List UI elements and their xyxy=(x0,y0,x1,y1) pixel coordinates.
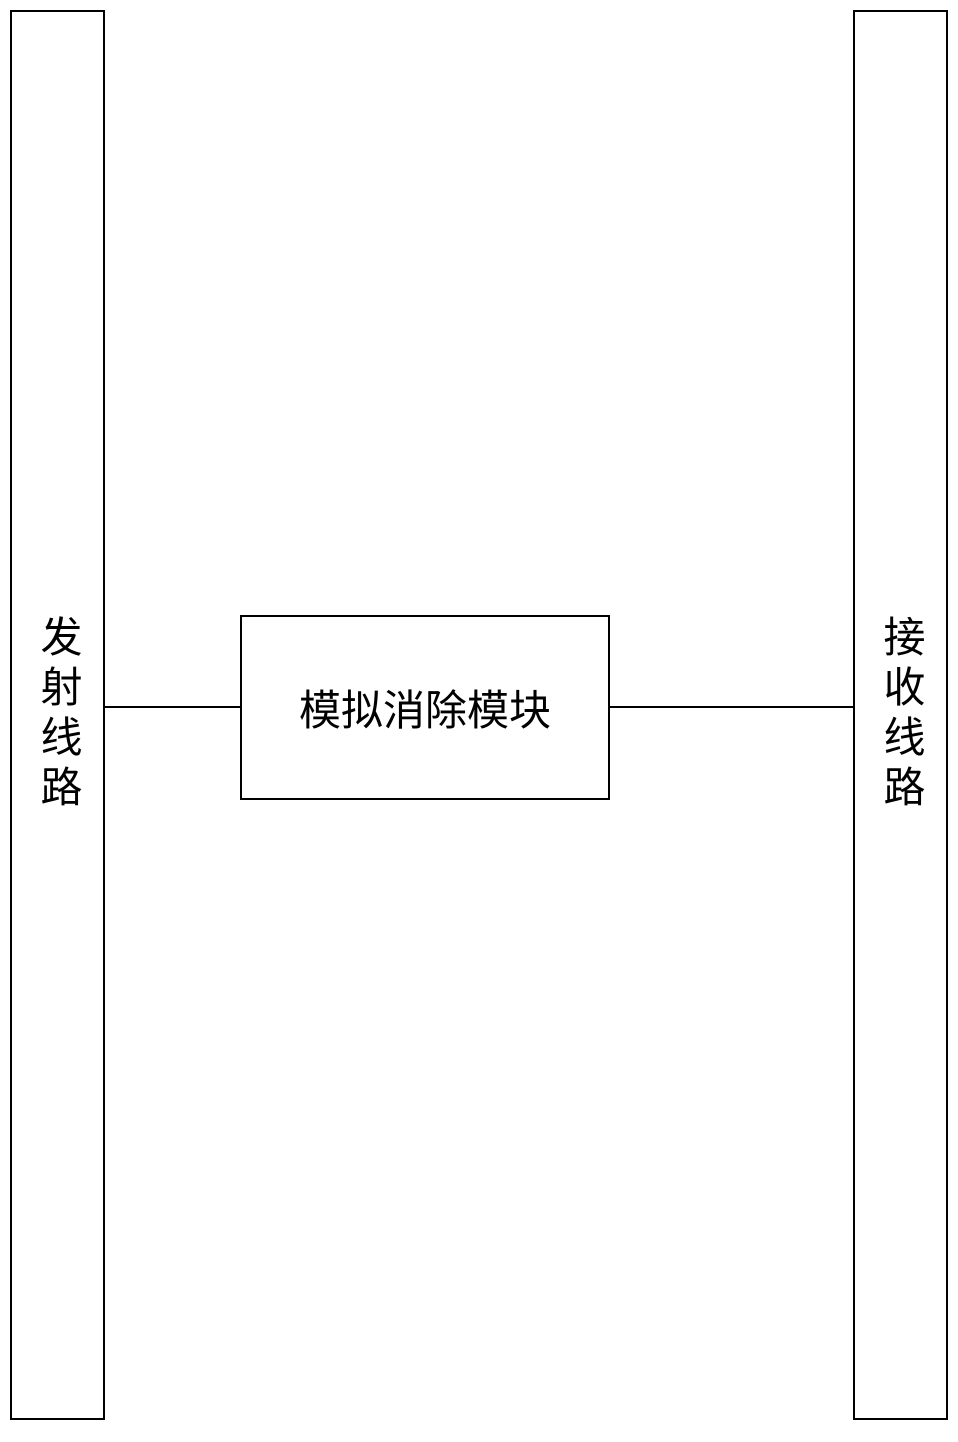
left-connection-line xyxy=(105,706,240,708)
transmit-circuit-block: 发射线路 xyxy=(10,10,105,1420)
receive-circuit-block: 接收线路 xyxy=(853,10,948,1420)
transmit-circuit-label: 发射线路 xyxy=(27,615,88,815)
analog-cancellation-module-block: 模拟消除模块 xyxy=(240,615,610,800)
analog-cancellation-module-label: 模拟消除模块 xyxy=(299,677,551,738)
right-connection-line xyxy=(610,706,853,708)
receive-circuit-label: 接收线路 xyxy=(870,615,931,815)
